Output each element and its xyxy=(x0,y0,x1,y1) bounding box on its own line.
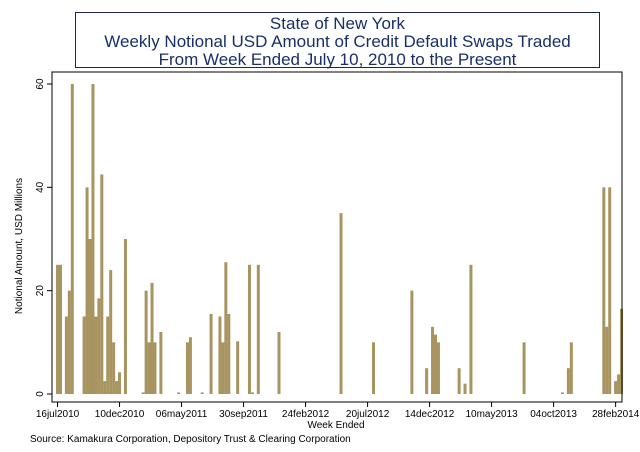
bar xyxy=(88,239,92,394)
chart-title-line-3: From Week Ended July 10, 2010 to the Pre… xyxy=(158,50,517,69)
bar xyxy=(602,187,606,394)
bar xyxy=(339,213,343,394)
bar xyxy=(605,326,609,394)
bar xyxy=(58,264,62,394)
bar xyxy=(457,368,461,394)
x-tick-label: 28feb2014 xyxy=(592,409,640,420)
bar xyxy=(277,332,281,394)
plot-frame xyxy=(51,71,623,403)
source-note: Source: Kamakura Corporation, Depository… xyxy=(30,434,351,445)
x-tick-label: 16jul2010 xyxy=(36,409,80,420)
bar xyxy=(614,381,618,394)
bar xyxy=(469,264,473,394)
bar xyxy=(94,316,98,394)
x-tick-label: 14dec2012 xyxy=(405,409,455,420)
y-tick-label: 20 xyxy=(35,285,46,297)
bar xyxy=(85,187,89,394)
bar xyxy=(560,392,564,394)
bar xyxy=(247,264,251,394)
bar xyxy=(82,316,86,394)
bar xyxy=(410,290,414,394)
bar xyxy=(147,342,151,394)
x-tick-label: 10may2013 xyxy=(465,409,518,420)
x-tick-label: 24feb2012 xyxy=(282,409,330,420)
bar xyxy=(91,84,95,394)
bar xyxy=(209,313,213,394)
bar xyxy=(433,334,437,394)
bar xyxy=(425,368,429,394)
bar xyxy=(177,392,181,394)
bar xyxy=(115,381,119,394)
bar xyxy=(566,368,570,394)
bar xyxy=(227,313,231,394)
bar xyxy=(118,372,122,394)
bar xyxy=(218,316,222,394)
bar xyxy=(436,342,440,394)
bar xyxy=(608,187,612,394)
bar xyxy=(141,392,145,394)
y-tick-label: 60 xyxy=(35,78,46,90)
bar xyxy=(188,337,192,394)
x-tick-label: 30sep2011 xyxy=(219,409,268,420)
axes-group: 0 20 40 60 16jul2010 10dec2010 06may2011 30sep2… xyxy=(35,71,640,420)
bar xyxy=(250,392,254,394)
bar xyxy=(159,332,163,394)
bar xyxy=(153,342,157,394)
bar xyxy=(123,239,127,394)
y-tick-label: 40 xyxy=(35,181,46,193)
bar xyxy=(70,84,74,394)
bar xyxy=(617,374,621,394)
chart-title-box: State of New York Weekly Notional USD Am… xyxy=(75,12,600,69)
x-tick-label: 20jul2012 xyxy=(346,409,390,420)
bar xyxy=(64,316,68,394)
bar xyxy=(236,341,240,394)
x-axis-title: Week Ended xyxy=(307,420,364,431)
bar xyxy=(103,381,107,394)
chart-title-line-1: State of New York xyxy=(269,14,406,33)
bar xyxy=(100,174,104,394)
bar xyxy=(256,264,260,394)
bar xyxy=(221,342,225,394)
y-tick-label: 0 xyxy=(35,391,46,397)
chart-title-line-2: Weekly Notional USD Amount of Credit Def… xyxy=(104,32,571,51)
bar xyxy=(463,383,467,394)
bar xyxy=(97,298,101,394)
bar xyxy=(569,342,573,394)
bar xyxy=(112,342,116,394)
x-tick-label: 04oct2013 xyxy=(530,409,577,420)
bar xyxy=(200,392,204,394)
bar xyxy=(56,264,60,394)
bar xyxy=(522,342,526,394)
x-tick-label: 06may2011 xyxy=(156,409,208,420)
bar xyxy=(67,290,71,394)
bar xyxy=(185,342,189,394)
bar xyxy=(371,342,375,394)
bar xyxy=(431,326,435,394)
x-tick-label: 10dec2010 xyxy=(95,409,145,420)
bar xyxy=(106,316,110,394)
bar xyxy=(224,262,228,394)
y-axis-title: Notional Amount, USD Millions xyxy=(14,178,25,314)
bars-group xyxy=(56,84,624,394)
bar xyxy=(109,270,113,394)
bar xyxy=(150,282,154,394)
bar xyxy=(144,290,148,394)
